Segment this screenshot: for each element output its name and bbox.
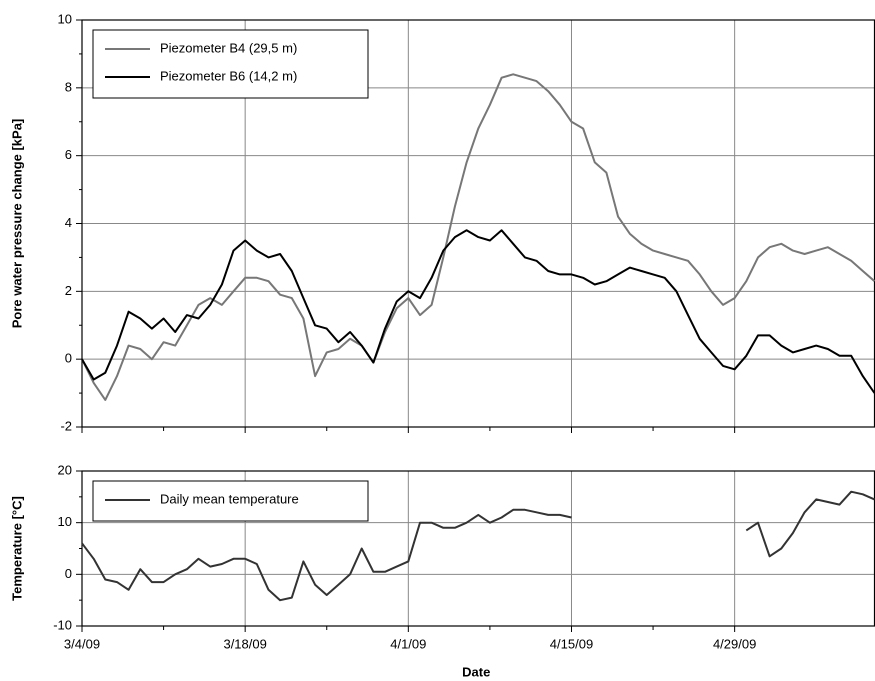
x-tick-label: 3/18/09	[223, 636, 266, 651]
legend-label: Daily mean temperature	[160, 491, 299, 506]
y-tick-label: -2	[60, 418, 72, 433]
y-tick-label: 0	[65, 351, 72, 366]
y-tick-label: 6	[65, 147, 72, 162]
legend-label: Piezometer B4 (29,5 m)	[160, 40, 297, 55]
data-line	[81, 73, 875, 401]
y-axis-label: Pore water pressure change [kPa]	[9, 119, 24, 329]
y-tick-label: 10	[58, 514, 72, 529]
y-tick-label: 4	[65, 215, 72, 230]
y-tick-label: 8	[65, 79, 72, 94]
data-line	[81, 229, 875, 394]
x-axis-label: Date	[462, 664, 490, 679]
x-tick-label: 4/15/09	[550, 636, 593, 651]
y-tick-label: -10	[53, 617, 72, 632]
y-tick-label: 2	[65, 283, 72, 298]
y-tick-label: 20	[58, 462, 72, 477]
y-axis-label: Temperature [°C]	[9, 496, 24, 601]
legend-label: Piezometer B6 (14,2 m)	[160, 68, 297, 83]
legend: Daily mean temperature	[92, 480, 369, 522]
legend: Piezometer B4 (29,5 m) Piezometer B6 (14,…	[92, 29, 369, 99]
x-tick-label: 3/4/09	[64, 636, 100, 651]
x-tick-label: 4/1/09	[390, 636, 426, 651]
legend-box	[92, 29, 369, 99]
y-tick-label: 10	[58, 11, 72, 26]
y-tick-label: 0	[65, 566, 72, 581]
x-tick-label: 4/29/09	[713, 636, 756, 651]
data-line	[81, 490, 875, 602]
